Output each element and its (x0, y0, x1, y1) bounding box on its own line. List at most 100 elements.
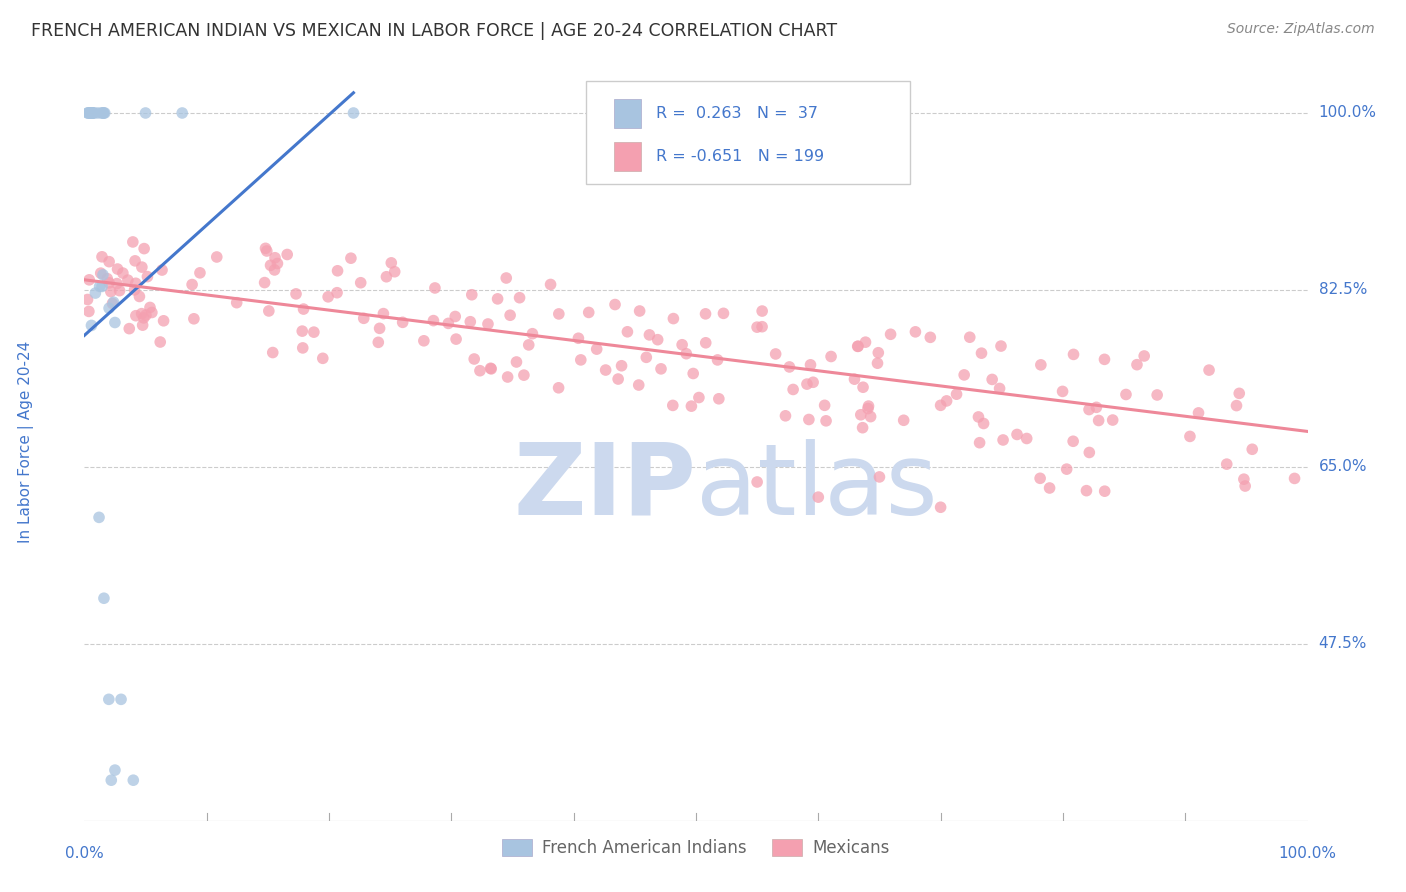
Point (437, 317, 460, 331)
Point (110, 692, 132, 706)
Point (463, 351, 485, 366)
Point (477, 317, 499, 331)
Point (117, 273, 139, 287)
Point (479, 362, 502, 376)
Point (603, 297, 626, 311)
Point (807, 490, 830, 504)
Point (384, 265, 406, 279)
Point (1198, 363, 1220, 377)
Point (647, 333, 669, 347)
Point (1126, 358, 1149, 372)
Point (380, 256, 402, 270)
Point (350, 276, 373, 290)
Point (91, 250, 114, 264)
Point (80, 106, 103, 120)
Point (91, 279, 114, 293)
Text: 65.0%: 65.0% (1319, 459, 1367, 475)
Point (121, 235, 143, 249)
Point (205, 250, 228, 264)
Point (1146, 388, 1168, 402)
Point (253, 276, 276, 290)
Point (707, 392, 730, 406)
Point (662, 398, 685, 412)
Point (444, 310, 467, 324)
Bar (614, 99, 641, 128)
Point (675, 347, 697, 361)
Point (93, 106, 115, 120)
Point (461, 287, 484, 301)
Point (93, 106, 115, 120)
Point (367, 335, 389, 350)
Point (91, 268, 114, 282)
Point (814, 398, 837, 412)
Point (650, 362, 672, 376)
Point (89, 279, 111, 293)
Point (713, 306, 735, 320)
Text: Source: ZipAtlas.com: Source: ZipAtlas.com (1227, 22, 1375, 37)
Text: FRENCH AMERICAN INDIAN VS MEXICAN IN LABOR FORCE | AGE 20-24 CORRELATION CHART: FRENCH AMERICAN INDIAN VS MEXICAN IN LAB… (31, 22, 837, 40)
Point (124, 253, 146, 268)
Point (101, 296, 124, 310)
Point (80, 106, 103, 120)
Point (259, 258, 281, 272)
Point (136, 269, 159, 284)
Point (118, 321, 141, 335)
Point (82, 106, 104, 120)
Point (486, 292, 509, 306)
Point (468, 364, 491, 378)
Point (595, 363, 617, 377)
Point (82, 106, 104, 120)
Point (499, 308, 522, 322)
Point (682, 367, 704, 381)
Point (128, 289, 150, 303)
Point (149, 334, 172, 349)
Point (87, 510, 110, 524)
Point (1029, 471, 1052, 485)
Point (257, 304, 280, 318)
Text: 0.0%: 0.0% (65, 846, 104, 861)
Point (412, 334, 434, 348)
Point (312, 351, 335, 366)
Point (94, 106, 117, 120)
Point (578, 305, 600, 319)
Point (866, 356, 889, 370)
Point (91, 106, 114, 120)
Text: atlas: atlas (696, 439, 938, 535)
Point (98, 254, 121, 268)
Point (801, 376, 824, 390)
Point (509, 291, 531, 305)
Point (868, 345, 890, 359)
Point (375, 269, 398, 284)
Point (326, 264, 349, 278)
Point (111, 266, 134, 280)
Point (953, 368, 976, 382)
Point (1085, 401, 1108, 415)
Text: 82.5%: 82.5% (1319, 283, 1367, 297)
Point (131, 307, 153, 321)
Point (84, 286, 107, 301)
Point (77, 273, 100, 287)
Point (292, 301, 315, 316)
Point (782, 383, 804, 397)
Point (172, 106, 194, 120)
Point (422, 313, 444, 327)
Point (904, 325, 927, 339)
Point (263, 263, 285, 277)
Point (90, 266, 112, 280)
Point (981, 372, 1004, 386)
Point (1216, 457, 1239, 471)
Point (627, 378, 650, 392)
Point (82, 106, 104, 120)
Point (858, 399, 880, 413)
Point (681, 399, 703, 413)
Point (778, 359, 800, 374)
Point (1133, 349, 1156, 363)
Point (496, 370, 519, 384)
Point (567, 331, 589, 345)
Point (316, 290, 339, 304)
FancyBboxPatch shape (586, 81, 910, 184)
Point (751, 304, 773, 318)
Point (1056, 462, 1078, 476)
Point (849, 408, 872, 422)
Point (183, 311, 205, 326)
